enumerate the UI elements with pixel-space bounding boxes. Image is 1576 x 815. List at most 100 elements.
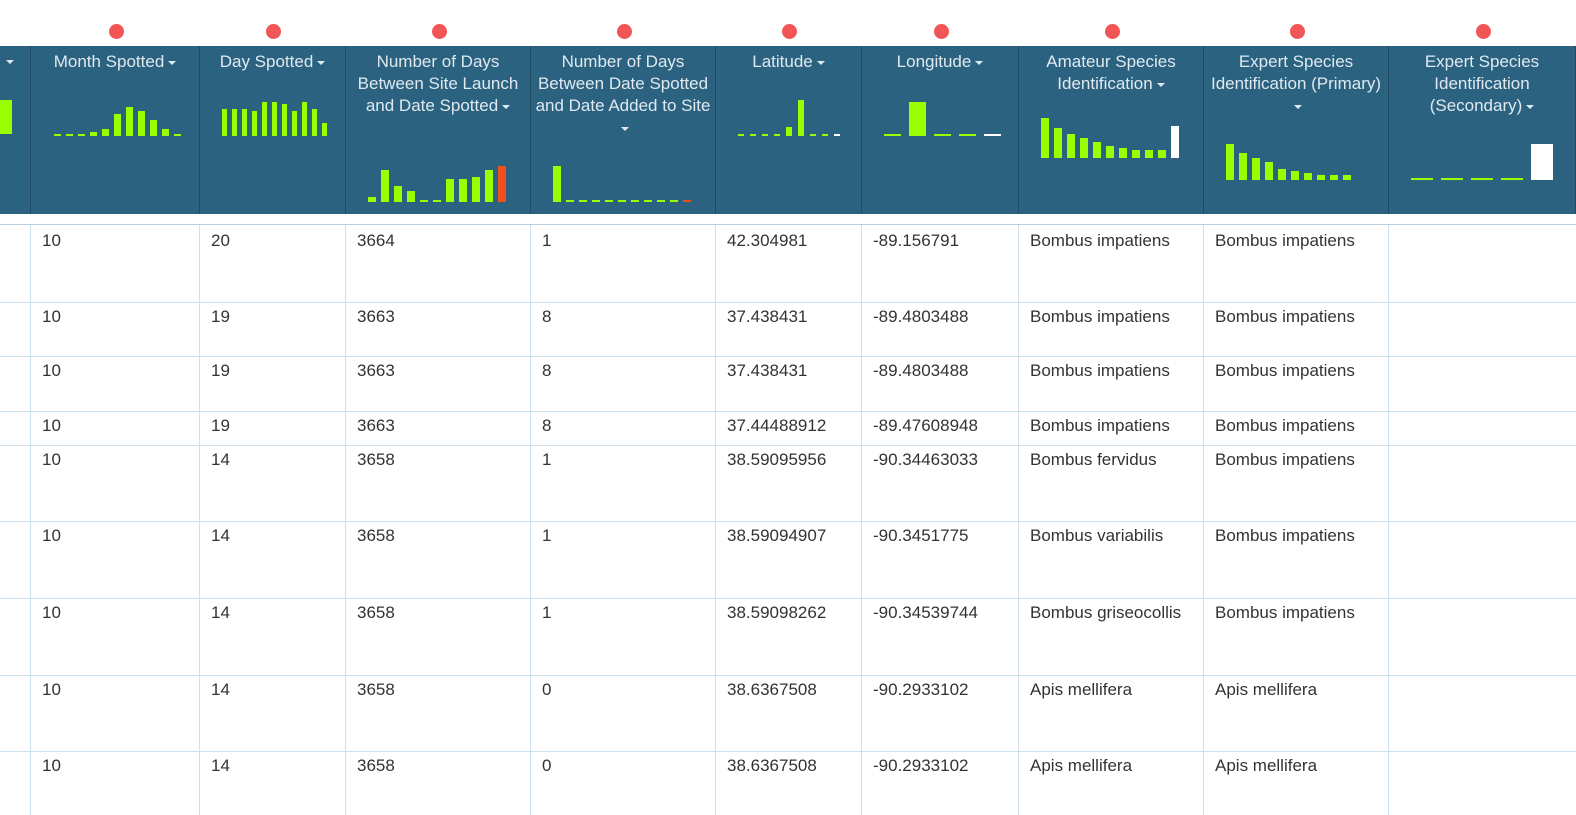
histogram-bar[interactable] [657,200,665,202]
table-cell-day[interactable]: 14 [211,603,230,622]
table-cell-expert1[interactable]: Apis mellifera [1215,756,1318,775]
table-cell-lat[interactable]: 37.438431 [727,361,808,380]
histogram-bar[interactable] [774,134,780,136]
column-header-expert1[interactable]: Expert Species Identification (Primary) [1204,46,1389,214]
table-cell-lon[interactable]: -89.4803488 [873,307,969,326]
column-header-label[interactable]: Longitude [866,51,1014,73]
table-cell-days_added[interactable]: 0 [542,756,552,775]
sort-dropdown-icon[interactable] [1156,82,1165,87]
table-cell-lat[interactable]: 38.59098262 [727,603,827,622]
column-histogram[interactable] [1411,144,1556,180]
table-cell-days_added[interactable]: 1 [542,603,552,622]
histogram-bar[interactable] [1145,150,1153,158]
histogram-bar[interactable] [222,109,227,136]
histogram-bar[interactable] [1441,178,1463,180]
column-header-month[interactable]: Month Spotted [31,46,200,214]
column-header-amateur[interactable]: Amateur Species Identification [1019,46,1204,214]
histogram-bar[interactable] [1106,146,1114,158]
sort-dropdown-icon[interactable] [975,60,984,65]
column-header-label[interactable]: Number of Days Between Date Spotted and … [535,51,711,139]
column-header-label[interactable]: Expert Species Identification (Secondary… [1424,52,1540,115]
histogram-bar[interactable] [1343,175,1351,180]
column-header-day[interactable]: Day Spotted [200,46,346,214]
table-cell-expert1[interactable]: Bombus impatiens [1215,526,1355,545]
column-header-label[interactable]: Expert Species Identification (Primary) [1208,51,1384,117]
table-cell-day[interactable]: 19 [211,416,230,435]
histogram-bar[interactable] [150,120,157,136]
histogram-bar[interactable] [1411,178,1433,180]
histogram-bar[interactable] [0,100,12,134]
histogram-bar[interactable] [420,200,428,202]
table-cell-lon[interactable]: -90.34463033 [873,450,978,469]
table-cell-month[interactable]: 10 [42,307,61,326]
histogram-bar[interactable] [959,134,976,136]
histogram-bar[interactable] [312,109,317,136]
column-histogram[interactable] [1226,144,1371,180]
table-cell-month[interactable]: 10 [42,361,61,380]
histogram-bar[interactable] [1067,134,1075,158]
table-cell-month[interactable]: 10 [42,450,61,469]
table-cell-expert1[interactable]: Apis mellifera [1215,680,1318,699]
table-cell-amateur[interactable]: Bombus griseocollis [1030,603,1182,622]
histogram-bar[interactable] [1226,144,1234,180]
histogram-bar[interactable] [1252,158,1260,180]
histogram-bar[interactable] [322,123,327,136]
table-cell-month[interactable]: 10 [42,603,61,622]
table-cell-days_added[interactable]: 8 [542,307,552,326]
table-cell-month[interactable]: 10 [42,231,61,250]
histogram-bar[interactable] [138,111,145,136]
histogram-bar[interactable] [566,200,574,202]
histogram-bar[interactable] [1158,150,1166,158]
histogram-bar[interactable] [1304,173,1312,180]
table-cell-amateur[interactable]: Bombus impatiens [1030,361,1170,380]
histogram-bar[interactable] [394,186,402,202]
histogram-bar[interactable] [762,134,768,136]
table-cell-month[interactable]: 10 [42,416,61,435]
histogram-bar[interactable] [1171,126,1179,158]
table-cell-days_added[interactable]: 1 [542,231,552,250]
histogram-bar[interactable] [252,111,257,136]
table-cell-days_launch[interactable]: 3663 [357,307,395,326]
table-cell-days_added[interactable]: 8 [542,416,552,435]
table-cell-days_launch[interactable]: 3658 [357,756,395,775]
histogram-bar[interactable] [834,134,840,136]
histogram-bar[interactable] [126,107,133,136]
histogram-bar[interactable] [459,179,467,202]
table-cell-amateur[interactable]: Bombus impatiens [1030,416,1170,435]
sort-dropdown-icon[interactable] [168,60,177,65]
histogram-bar[interactable] [592,200,600,202]
histogram-bar[interactable] [786,127,792,136]
histogram-bar[interactable] [498,166,506,202]
sort-dropdown-icon[interactable] [502,104,511,109]
table-cell-lon[interactable]: -89.156791 [873,231,960,250]
histogram-bar[interactable] [618,200,626,202]
histogram-bar[interactable] [644,200,652,202]
table-cell-lat[interactable]: 38.59094907 [727,526,827,545]
table-cell-day[interactable]: 20 [211,231,230,250]
histogram-bar[interactable] [90,132,97,136]
column-histogram[interactable] [553,166,698,202]
histogram-bar[interactable] [1054,128,1062,158]
column-header-expert2[interactable]: Expert Species Identification (Secondary… [1389,46,1576,214]
histogram-bar[interactable] [810,134,816,136]
table-cell-lat[interactable]: 38.59095956 [727,450,827,469]
histogram-bar[interactable] [1080,138,1088,158]
table-cell-amateur[interactable]: Bombus fervidus [1030,450,1157,469]
column-header-label[interactable]: Day Spotted [204,51,341,73]
table-cell-amateur[interactable]: Apis mellifera [1030,756,1133,775]
table-cell-days_added[interactable]: 0 [542,680,552,699]
histogram-bar[interactable] [368,197,376,202]
histogram-bar[interactable] [1291,171,1299,180]
table-cell-days_added[interactable]: 1 [542,450,552,469]
sort-dropdown-icon[interactable] [1294,104,1302,109]
column-header-days_added[interactable]: Number of Days Between Date Spotted and … [531,46,716,214]
histogram-bar[interactable] [102,129,109,136]
histogram-bar[interactable] [1265,162,1273,180]
table-cell-lat[interactable]: 38.6367508 [727,680,817,699]
histogram-bar[interactable] [750,134,756,136]
histogram-bar[interactable] [66,134,73,136]
table-cell-amateur[interactable]: Bombus impatiens [1030,307,1170,326]
table-cell-days_launch[interactable]: 3658 [357,680,395,699]
table-cell-lon[interactable]: -90.2933102 [873,756,969,775]
histogram-bar[interactable] [822,134,828,136]
